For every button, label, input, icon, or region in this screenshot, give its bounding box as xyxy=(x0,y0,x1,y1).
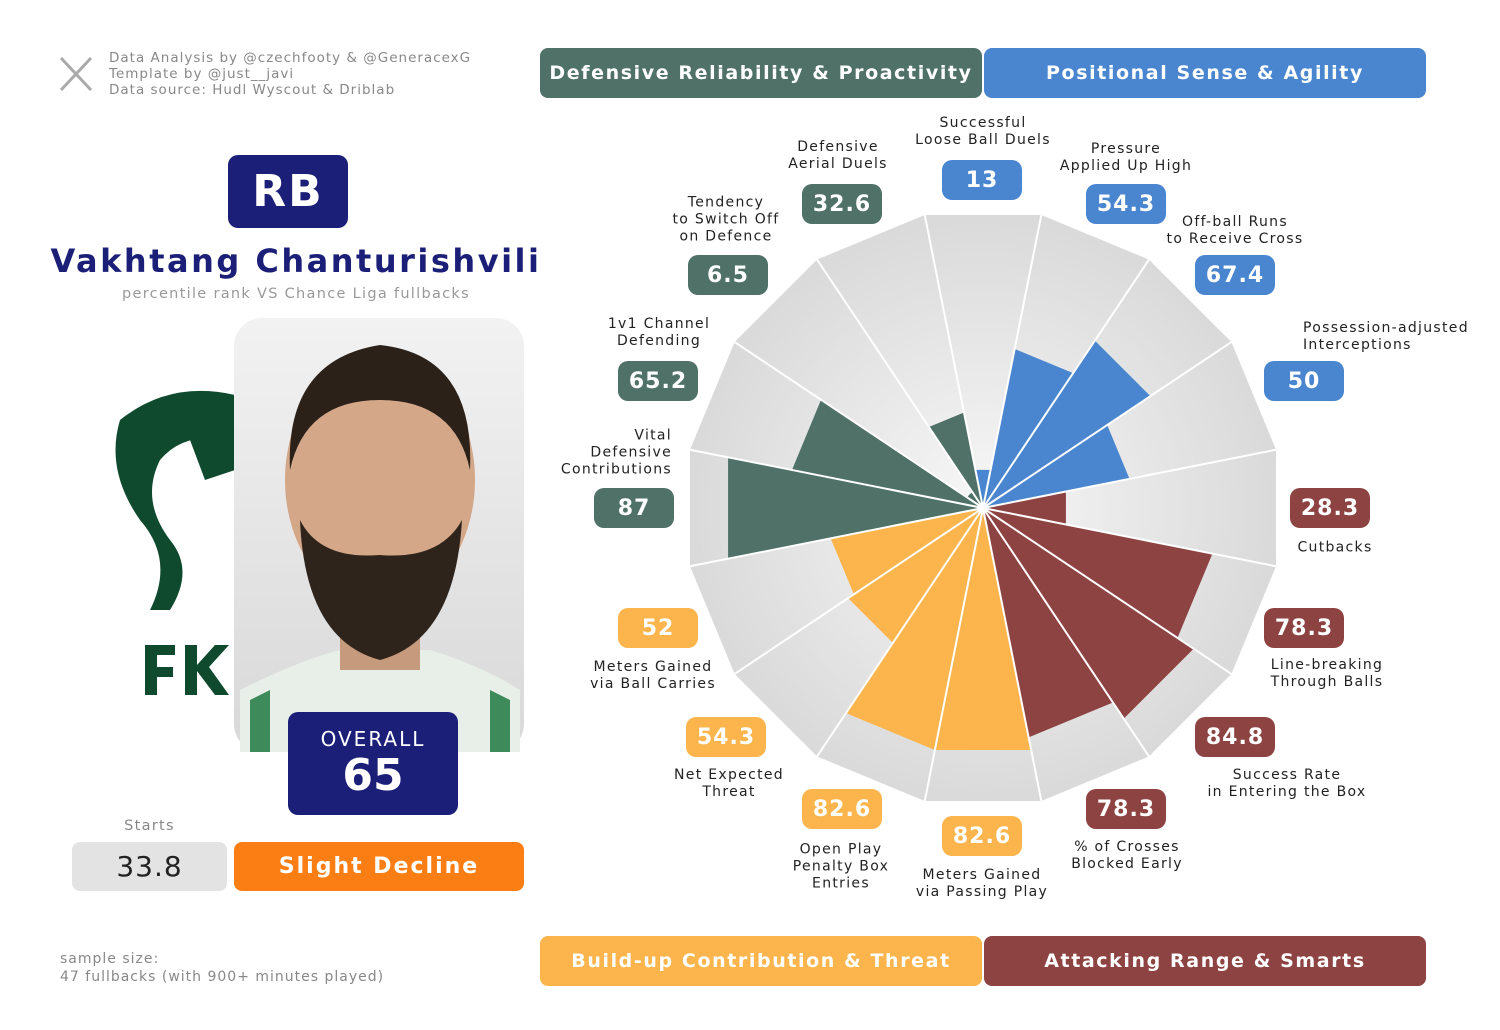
spoke xyxy=(982,507,1043,802)
spoke xyxy=(816,507,984,757)
value-label: 87 xyxy=(594,488,674,528)
credit-line: Data Analysis by @czechfooty & @Generace… xyxy=(109,50,472,66)
overall-value: 65 xyxy=(342,750,404,801)
starts-label: Starts xyxy=(124,818,175,834)
category-label: Meters Gained via Ball Carries xyxy=(590,659,716,692)
value-label: 67.4 xyxy=(1195,255,1275,295)
group-header: Attacking Range & Smarts xyxy=(984,936,1426,986)
category-label: % of Crosses Blocked Early xyxy=(1071,839,1183,872)
value-label: 13 xyxy=(942,160,1022,200)
value-label: 32.6 xyxy=(802,184,882,224)
wedge xyxy=(983,508,1113,738)
x-logo xyxy=(59,56,93,92)
wedge xyxy=(983,508,1194,719)
spoke xyxy=(689,448,984,509)
category-label: Vital Defensive Contributions xyxy=(560,427,672,478)
spoke xyxy=(734,341,984,509)
spoke xyxy=(982,214,1043,509)
value-label: 54.3 xyxy=(686,717,766,757)
spoke xyxy=(923,214,984,509)
value-label: 50 xyxy=(1264,361,1344,401)
position-badge xyxy=(228,155,348,228)
value-label: 82.6 xyxy=(942,816,1022,856)
category-label: Successful Loose Ball Duels xyxy=(915,115,1051,148)
starts-box xyxy=(72,842,227,891)
club-logo xyxy=(115,390,235,695)
spoke xyxy=(923,507,984,802)
overall-badge xyxy=(288,712,458,815)
category-label: Success Rate in Entering the Box xyxy=(1207,767,1367,800)
group-header: Defensive Reliability & Proactivity xyxy=(540,48,982,98)
overall-label: OVERALL xyxy=(320,727,426,751)
subtitle: percentile rank VS Chance Liga fullbacks xyxy=(122,286,470,302)
position: RB xyxy=(252,166,324,217)
wedge xyxy=(966,491,983,508)
value-label: 84.8 xyxy=(1195,717,1275,757)
wedge xyxy=(983,508,1213,638)
value-label: 78.3 xyxy=(1086,789,1166,829)
category-label: Defensive Aerial Duels xyxy=(788,139,888,172)
value-label: 52 xyxy=(618,608,698,648)
footer-line: sample size: xyxy=(60,951,160,967)
spoke xyxy=(982,507,1277,568)
wedge xyxy=(845,508,983,751)
spoke xyxy=(982,507,1150,757)
spoke xyxy=(982,341,1232,509)
trend-box xyxy=(234,842,524,891)
sample-size: sample size: 47 fullbacks (with 900+ min… xyxy=(60,950,384,986)
spoke xyxy=(816,259,984,509)
wedge xyxy=(983,491,1066,525)
category-label: Tendency to Switch Off on Defence xyxy=(672,194,780,245)
credit-line: Template by @just__javi xyxy=(109,66,295,82)
category-label: Possession-adjusted Interceptions xyxy=(1303,320,1469,353)
group-header: Build-up Contribution & Threat xyxy=(540,936,982,986)
wedge xyxy=(728,457,983,559)
credit-line: Data source: Hudl Wyscout & Driblab xyxy=(109,82,396,98)
wedge xyxy=(791,399,983,508)
starts-value: 33.8 xyxy=(116,850,183,883)
value-label: 28.3 xyxy=(1290,488,1370,528)
category-label: Meters Gained via Passing Play xyxy=(915,867,1049,900)
category-label: Line-breaking Through Balls xyxy=(1270,657,1384,690)
category-label: Net Expected Threat xyxy=(674,767,784,800)
spoke xyxy=(982,507,1232,675)
wedge xyxy=(975,469,991,508)
spoke xyxy=(734,507,984,675)
spoke xyxy=(689,507,984,568)
wedge xyxy=(983,340,1151,508)
category-label: Cutbacks xyxy=(1297,539,1373,556)
value-label: 6.5 xyxy=(688,255,768,295)
player-name: Vakhtang Chanturishvili xyxy=(50,242,542,280)
wedge xyxy=(983,348,1074,508)
group-header: Positional Sense & Agility xyxy=(984,48,1426,98)
category-label: 1v1 Channel Defending xyxy=(607,316,711,349)
footer-line: 47 fullbacks (with 900+ minutes played) xyxy=(60,969,385,985)
wedge xyxy=(983,425,1130,508)
wedge xyxy=(848,508,983,643)
value-label: 54.3 xyxy=(1086,184,1166,224)
trend: Slight Decline xyxy=(278,854,480,879)
player-photo xyxy=(234,318,524,752)
wedge xyxy=(830,508,983,595)
category-label: Open Play Penalty Box Entries xyxy=(792,841,890,892)
category-label: Off-ball Runs to Receive Cross xyxy=(1166,214,1304,247)
spoke xyxy=(982,448,1277,509)
value-label: 65.2 xyxy=(618,361,698,401)
category-label: Pressure Applied Up High xyxy=(1059,141,1193,174)
wedge xyxy=(928,412,983,508)
spoke xyxy=(982,259,1150,509)
value-label: 82.6 xyxy=(802,789,882,829)
wedge xyxy=(934,508,1032,751)
credits: Data Analysis by @czechfooty & @Generace… xyxy=(109,50,471,98)
value-label: 78.3 xyxy=(1264,608,1344,648)
